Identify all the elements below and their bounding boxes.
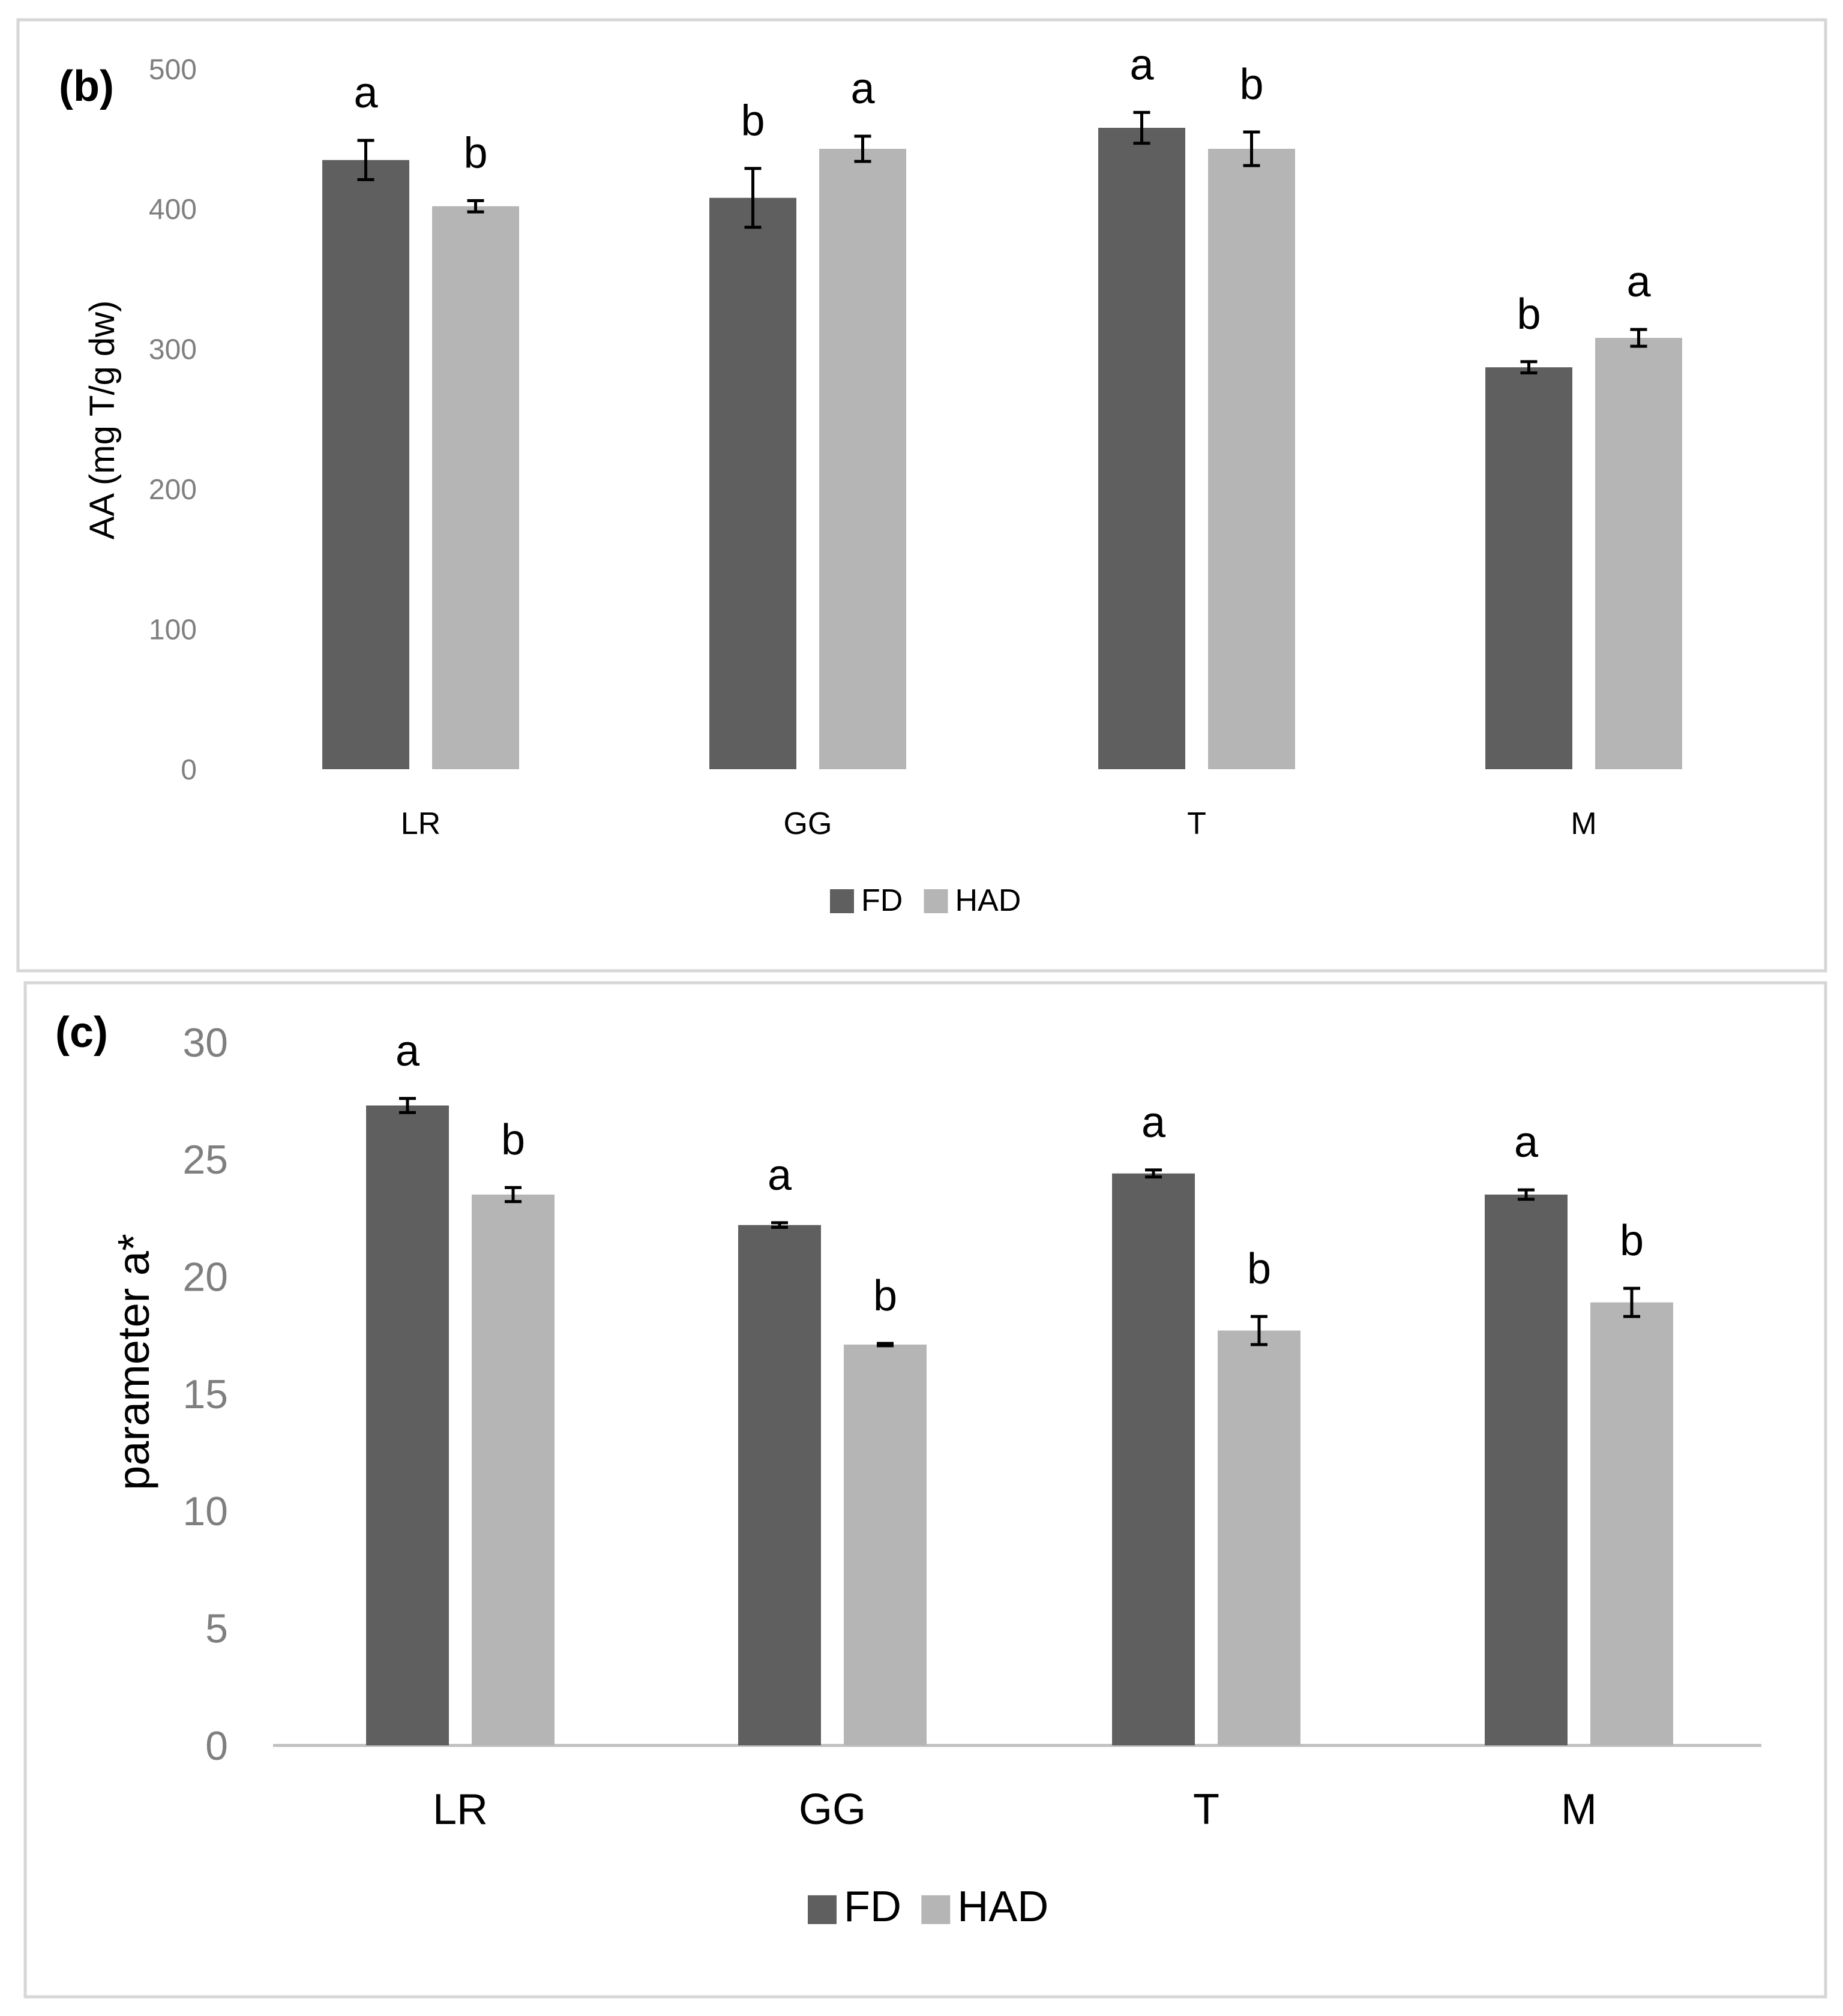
chart-panel-c: (c) parameter a* 0 5 10 15 20 25 30 a a a a b b b b L… (55, 1009, 1761, 1931)
bar-had-m (1595, 338, 1682, 769)
legend-label-fd: FD (861, 883, 903, 918)
error-bar-had-gg (877, 1342, 894, 1348)
significance-letter-had-t: b (1239, 61, 1263, 109)
significance-letter-had-gg: b (873, 1272, 897, 1320)
significance-letter-had-lr: b (463, 129, 487, 177)
panel-label: (b) (59, 62, 114, 110)
x-tick-labels: LR GG T M (433, 1786, 1597, 1834)
error-bar-had-gg (854, 134, 871, 163)
bar-had-lr (472, 1194, 555, 1745)
error-bar-had-m (1623, 1286, 1640, 1318)
error-bar-fd-gg (744, 167, 762, 229)
bar-had-gg (844, 1344, 927, 1745)
error-bar-fd-t (1133, 110, 1150, 145)
bars: a a a a b b b b (366, 1027, 1673, 1745)
error-bar-fd-gg (771, 1221, 788, 1229)
significance-letter-had-m: a (1626, 258, 1651, 306)
bar-had-t (1218, 1330, 1300, 1745)
bars: a b a b b a b a (322, 41, 1682, 770)
y-tick-label-0: 0 (205, 1723, 228, 1769)
significance-letter-had-lr: b (501, 1116, 525, 1164)
significance-letter-fd-lr: a (353, 69, 378, 117)
significance-letter-fd-gg: a (768, 1151, 792, 1199)
y-tick-label-6: 30 (182, 1020, 228, 1066)
bar-fd-t (1098, 128, 1185, 770)
x-tick-label-t: T (1193, 1786, 1219, 1834)
significance-letter-fd-t: a (1141, 1099, 1166, 1147)
legend-label-had: HAD (957, 1883, 1048, 1931)
x-tick-label-lr: LR (433, 1786, 488, 1834)
y-tick-label-1: 5 (205, 1606, 228, 1651)
error-bar-fd-m (1518, 1188, 1535, 1201)
y-tick-label-5: 500 (149, 54, 197, 86)
legend-swatch-fd (830, 889, 854, 913)
error-bar-had-lr (505, 1186, 522, 1204)
x-tick-label-gg: GG (799, 1786, 866, 1834)
x-tick-label-lr: LR (401, 806, 440, 841)
y-tick-label-2: 10 (182, 1489, 228, 1534)
bar-fd-m (1485, 367, 1572, 769)
legend-label-fd: FD (844, 1883, 901, 1931)
y-tick-label-4: 400 (149, 194, 197, 226)
bar-had-m (1590, 1302, 1673, 1745)
y-tick-labels: 0 5 10 15 20 25 30 (182, 1020, 228, 1769)
bar-had-t (1208, 149, 1295, 770)
bar-fd-t (1112, 1173, 1195, 1745)
significance-letter-fd-m: b (1517, 290, 1541, 338)
y-tick-label-5: 25 (182, 1137, 228, 1183)
significance-letter-had-gg: a (850, 65, 875, 113)
bar-had-gg (819, 149, 906, 770)
x-tick-label-m: M (1571, 806, 1596, 841)
legend: FD HAD (808, 1883, 1048, 1931)
error-bar-fd-t (1145, 1168, 1162, 1179)
bar-had-lr (432, 206, 519, 769)
significance-letter-fd-m: a (1514, 1118, 1539, 1166)
bar-fd-gg (738, 1225, 821, 1745)
bar-fd-lr (366, 1105, 449, 1745)
x-tick-label-gg: GG (784, 806, 832, 841)
bar-fd-lr (322, 160, 409, 770)
significance-letter-fd-gg: b (741, 97, 765, 145)
y-tick-labels: 0 100 200 300 400 500 (149, 54, 197, 786)
x-tick-labels: LR GG T M (401, 806, 1597, 841)
legend-swatch-had (921, 1895, 951, 1924)
error-bar-fd-m (1520, 360, 1538, 374)
chart-panel-b: (b) AA (mg T/g dw) 0 100 200 300 400 500 a b a b… (59, 41, 1682, 918)
panel-label: (c) (55, 1009, 108, 1057)
bar-fd-m (1485, 1194, 1568, 1745)
error-bar-fd-lr (357, 139, 374, 181)
x-tick-label-t: T (1187, 806, 1206, 841)
y-tick-label-1: 100 (149, 614, 197, 646)
y-axis-label: parameter a* (109, 1234, 158, 1490)
legend-label-had: HAD (955, 883, 1021, 918)
y-tick-label-3: 300 (149, 334, 197, 366)
legend: FD HAD (830, 883, 1021, 918)
x-tick-label-m: M (1561, 1786, 1597, 1834)
bar-fd-gg (709, 197, 796, 769)
error-bar-fd-lr (399, 1097, 416, 1114)
y-axis-label: AA (mg T/g dw) (83, 301, 122, 540)
error-bar-had-t (1251, 1315, 1267, 1346)
significance-letter-had-m: b (1620, 1217, 1644, 1265)
y-tick-label-3: 15 (182, 1372, 228, 1417)
legend-swatch-had (924, 889, 948, 913)
significance-letter-fd-t: a (1129, 41, 1154, 89)
significance-letter-had-t: b (1247, 1245, 1271, 1293)
y-tick-label-2: 200 (149, 474, 197, 506)
error-bar-had-lr (467, 199, 484, 214)
significance-letter-fd-lr: a (395, 1027, 420, 1075)
error-bar-had-t (1243, 130, 1260, 167)
y-tick-label-0: 0 (181, 754, 197, 786)
legend-swatch-fd (808, 1895, 837, 1924)
y-tick-label-4: 20 (182, 1254, 228, 1300)
error-bar-had-m (1630, 328, 1647, 348)
